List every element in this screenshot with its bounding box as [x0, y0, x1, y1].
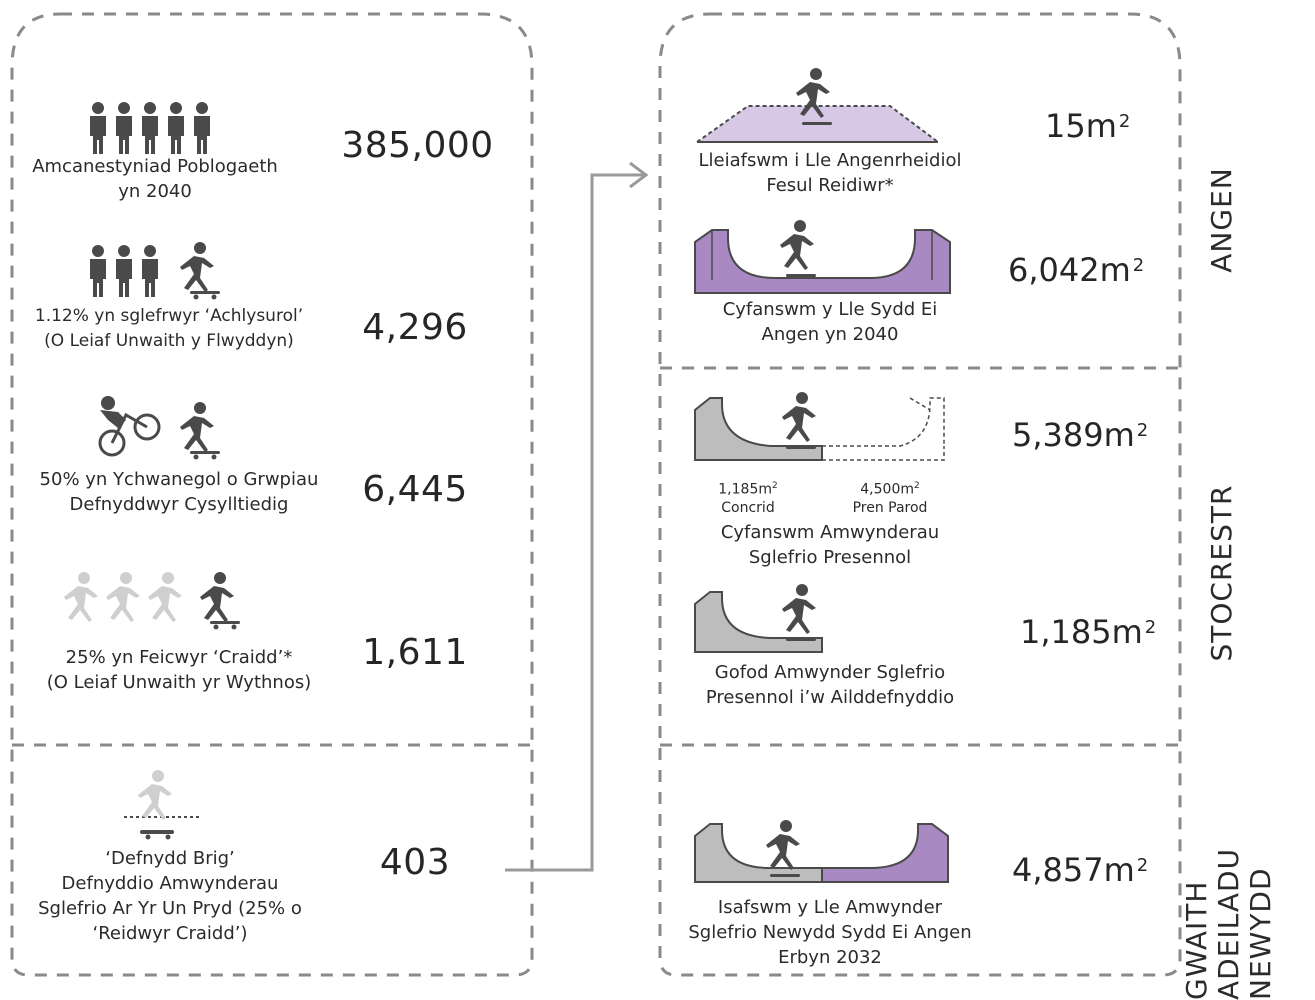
population-label: Amcanestyniad Poblogaeth yn 2040: [32, 156, 278, 202]
halfpipe-icon: [694, 220, 951, 294]
concrete-label: 1,185m2 Concrid: [718, 481, 778, 516]
casual-label: 1.12% yn sglefrwyr ‘Achlysurol’ (O Leiaf …: [34, 306, 304, 351]
diagram-canvas: [10, 12, 1182, 977]
side-label-need: ANGEN: [1205, 167, 1238, 273]
connector-arrow: [505, 161, 649, 872]
right-panel-frame: [658, 12, 1182, 977]
reuse-label: Gofod Amwynder Sglefrio Presennol i’w Ail…: [705, 662, 955, 708]
new-build-label: Isafswm y Lle Amwynder Sglefrio Newydd Sy…: [688, 897, 972, 968]
related-label: 50% yn Ychwanegol o Grwpiau Defnyddwyr Cy…: [39, 469, 319, 515]
core-label: 25% yn Feicwyr ‘Craidd’* (O Leiaf Unwaith…: [46, 647, 312, 693]
casual-value: 4,296: [362, 307, 468, 348]
population-value: 385,000: [341, 125, 494, 166]
wood-label: 4,500m2 Pren Parod: [852, 481, 928, 516]
new-build-value: 4,857m 2: [1012, 851, 1149, 889]
people-skater-icon: [90, 242, 220, 300]
min-space-icon: [696, 68, 939, 143]
new-build-halfpipe-icon: [694, 820, 949, 883]
side-label-new-build: GWAITH ADEILADU NEWYDD: [1180, 847, 1277, 1000]
people-icon: [90, 102, 210, 154]
existing-ramp-icon: [694, 392, 945, 461]
peak-label: ‘Defnydd Brig’ Defnyddio Amwynderau Sglef…: [38, 848, 302, 944]
bmx-skater-icon: [98, 396, 220, 460]
peak-value: 403: [379, 842, 451, 883]
related-value: 6,445: [362, 469, 468, 510]
existing-total-value: 5,389m 2: [1012, 416, 1149, 454]
left-panel-frame: [10, 12, 534, 977]
total-space-value: 6,042m 2: [1008, 251, 1145, 289]
existing-total-label: Cyfanswm Amwynderau Sglefrio Presennol: [720, 522, 940, 568]
core-skaters-icon: [64, 572, 240, 630]
core-value: 1,611: [362, 632, 468, 673]
reuse-ramp-icon: [694, 584, 823, 653]
peak-skater-icon: [124, 770, 200, 840]
total-space-label: Cyfanswm y Lle Sydd Ei Angen yn 2040: [722, 299, 938, 345]
min-space-value: 15m 2: [1045, 107, 1131, 145]
min-space-label: Lleiafswm i Lle Angenrheidiol Fesul Reidi…: [698, 150, 962, 196]
reuse-value: 1,185m 2: [1020, 613, 1157, 651]
side-label-inventory: STOCRESTR: [1205, 484, 1238, 662]
